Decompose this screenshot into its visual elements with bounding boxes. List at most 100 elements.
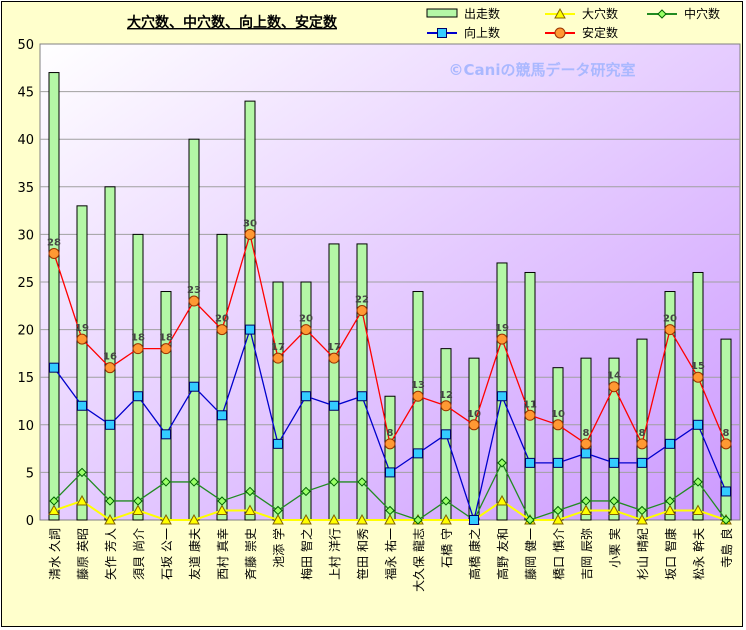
legend-label: 安定数 [582, 25, 618, 40]
circle-marker [188, 295, 200, 307]
diamond-marker [385, 505, 395, 516]
svg-text:松永 幹夫: 松永 幹夫 [691, 528, 706, 580]
legend-item: 向上数 [427, 25, 500, 40]
data-label: 14 [607, 371, 621, 382]
triangle-marker [76, 494, 88, 506]
triangle-marker [580, 504, 592, 515]
circle-marker [554, 27, 566, 39]
legend-label: 出走数 [464, 6, 500, 21]
square-marker [553, 457, 563, 468]
square-marker [693, 419, 703, 430]
data-label: 22 [355, 295, 369, 306]
legend-item: 中穴数 [647, 6, 720, 21]
triangle-marker [216, 504, 228, 515]
x-tick-label: 石橋 守 [440, 528, 454, 568]
x-tick-label: 吉岡 辰弥 [579, 528, 594, 580]
x-tick-label: 高野 友和 [495, 528, 510, 580]
circle-marker [328, 352, 340, 364]
diamond-marker [133, 496, 143, 506]
circle-marker [132, 343, 144, 355]
svg-text:大久保 龍志: 大久保 龍志 [411, 528, 426, 592]
diamond-marker [217, 496, 227, 506]
data-label: 23 [187, 285, 201, 296]
circle-marker [552, 419, 564, 431]
y-tick-label: 50 [17, 38, 34, 53]
triangle-marker [554, 7, 566, 19]
svg-text:藤原 英昭: 藤原 英昭 [76, 528, 90, 580]
x-tick-label: 須貝 尚介 [132, 528, 146, 580]
square-marker [609, 457, 619, 468]
triangle-marker [48, 504, 60, 515]
y-tick-label: 45 [17, 86, 34, 101]
circle-marker [412, 390, 424, 402]
triangle-marker [132, 504, 144, 515]
triangle-marker [636, 513, 648, 525]
circle-marker [104, 362, 116, 374]
square-marker [721, 486, 731, 497]
square-marker [329, 400, 339, 411]
triangle-marker [552, 513, 564, 525]
y-tick-label: 25 [17, 276, 34, 291]
legend-label: 向上数 [464, 25, 500, 40]
square-marker [497, 391, 507, 402]
svg-text:須貝 尚介: 須貝 尚介 [132, 528, 146, 580]
diamond-marker [581, 496, 591, 506]
y-tick-label: 20 [17, 324, 34, 339]
data-label: 15 [691, 361, 705, 372]
bar [188, 138, 200, 521]
circle-marker [244, 228, 256, 240]
diamond-marker [721, 515, 731, 525]
bar [216, 233, 228, 521]
square-marker [301, 391, 311, 402]
diamond-marker [497, 458, 507, 468]
bar [552, 367, 564, 521]
svg-text:梅田 智之: 梅田 智之 [299, 528, 314, 580]
diamond-marker [329, 477, 339, 487]
circle-marker [356, 305, 368, 317]
x-tick-label: 橋口 慎介 [552, 528, 566, 580]
diamond-marker [441, 496, 451, 506]
square-marker [189, 381, 199, 392]
svg-text:上村 洋行: 上村 洋行 [327, 528, 342, 580]
triangle-marker [608, 504, 620, 515]
square-marker [413, 448, 423, 459]
data-label: 13 [411, 380, 425, 391]
diamond-marker [525, 515, 535, 525]
diamond-marker [189, 477, 199, 487]
circle-marker [664, 324, 676, 336]
diamond-marker [49, 496, 59, 506]
x-tick-label: 藤原 英昭 [76, 528, 90, 580]
legend-item: 出走数 [426, 6, 500, 21]
circle-marker [216, 324, 228, 336]
circle-marker [468, 419, 480, 431]
bar [384, 395, 396, 521]
bar [524, 271, 536, 521]
circle-marker [272, 352, 284, 364]
diamond-marker [273, 505, 283, 516]
data-label: 8 [723, 428, 730, 439]
x-tick-label: 梅田 智之 [299, 528, 314, 580]
square-marker [441, 429, 451, 440]
triangle-marker [300, 513, 312, 525]
bar [132, 233, 144, 521]
x-tick-label: 上村 洋行 [327, 528, 342, 580]
svg-text:笹田 和秀: 笹田 和秀 [356, 528, 370, 580]
y-tick-label: 40 [17, 133, 34, 148]
svg-text:斉藤 崇史: 斉藤 崇史 [243, 528, 258, 580]
circle-marker [384, 438, 396, 450]
circle-marker [76, 333, 88, 345]
circle-marker [440, 400, 452, 412]
x-tick-label: 池添 学 [271, 528, 286, 568]
diamond-marker [413, 515, 423, 525]
svg-text:藤岡 健一: 藤岡 健一 [524, 528, 538, 580]
x-tick-label: 西村 真幸 [216, 528, 230, 580]
bar [412, 291, 424, 521]
data-label: 8 [639, 428, 646, 439]
data-label: 18 [131, 333, 145, 344]
data-labels: 28 19 16 18 18 23 20 30 17 20 17 22 8 13 12 10 19 11 10 8 14… [47, 218, 729, 438]
x-tick-label: 藤岡 健一 [524, 528, 538, 580]
y-tick-label: 5 [26, 466, 34, 481]
